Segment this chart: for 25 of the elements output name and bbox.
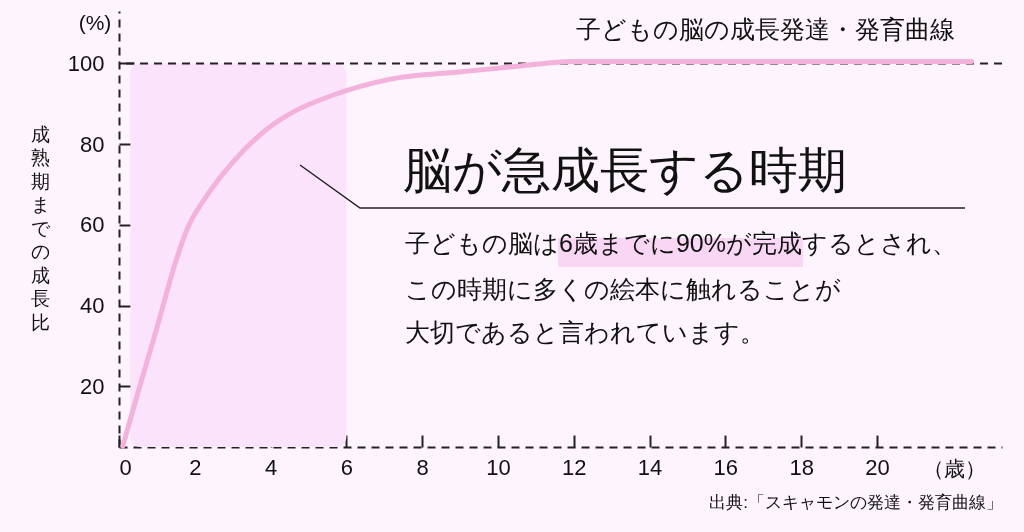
x-tick-label: 4 bbox=[264, 454, 278, 480]
source-note: 出典:「スキャモンの発達・発育曲線」 bbox=[709, 493, 1003, 512]
y-tick-label: 80 bbox=[80, 131, 105, 157]
x-tick-label: 10 bbox=[486, 454, 511, 480]
y-tick-label: 40 bbox=[80, 293, 105, 319]
x-tick-label: 12 bbox=[562, 454, 587, 480]
text: (%) bbox=[78, 11, 112, 34]
annotation: 子どもの脳は6歳までに90%が完成するとされ、 bbox=[405, 229, 957, 257]
band-label: 脳が急成長する時期 bbox=[403, 143, 847, 197]
y-tick-label: 100 bbox=[67, 50, 105, 76]
x-tick-label: 18 bbox=[789, 454, 814, 480]
text: 成熟期までの成長比 bbox=[31, 123, 50, 333]
x-tick-label: 8 bbox=[416, 454, 429, 480]
x-tick-label: 14 bbox=[637, 454, 663, 480]
x-tick-label: 20 bbox=[865, 454, 890, 480]
y-tick-label: 60 bbox=[80, 212, 105, 238]
x-tick-label: 2 bbox=[189, 454, 202, 480]
x-tick-label: 6 bbox=[340, 454, 354, 480]
x-tick-label: 0 bbox=[119, 454, 132, 480]
annotation: 大切であると言われています。 bbox=[405, 318, 765, 346]
annotation: この時期に多くの絵本に触れることが bbox=[405, 275, 841, 303]
x-tick-label: 16 bbox=[713, 454, 739, 480]
chart-title: 子どもの脳の成長発達・発育曲線 bbox=[576, 15, 955, 43]
x-axis-title: （歳） bbox=[923, 456, 986, 480]
y-tick-label: 20 bbox=[80, 373, 105, 399]
